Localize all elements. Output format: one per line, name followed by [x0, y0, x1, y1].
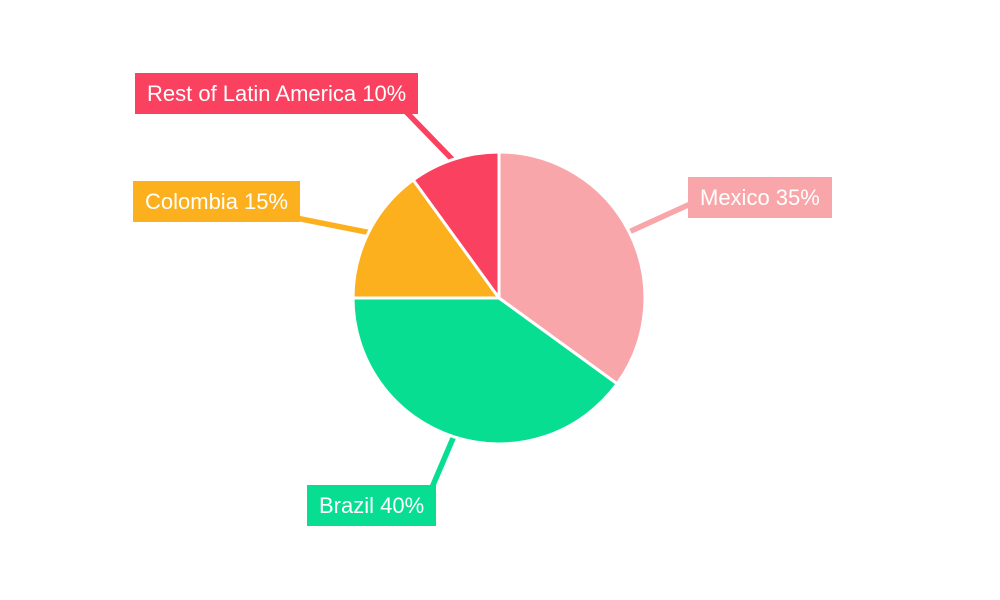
- slice-label-mexico[interactable]: Mexico 35%: [688, 177, 832, 218]
- pie-slice-brazil[interactable]: [351, 296, 619, 446]
- leader-line-mexico: [625, 201, 692, 236]
- slice-label-rest-of-latin-america[interactable]: Rest of Latin America 10%: [135, 73, 419, 114]
- pie-slice-rest-of-latin-america[interactable]: [411, 150, 501, 300]
- pie-slice-mexico[interactable]: [497, 150, 647, 386]
- pie-slice-colombia[interactable]: [351, 178, 501, 300]
- slice-label-brazil[interactable]: Brazil 40%: [307, 485, 437, 526]
- leader-line-rest-of-latin-america: [404, 110, 457, 164]
- leader-line-brazil: [429, 432, 458, 489]
- slice-label-colombia[interactable]: Colombia 15%: [133, 181, 301, 222]
- leader-line-colombia: [295, 215, 373, 236]
